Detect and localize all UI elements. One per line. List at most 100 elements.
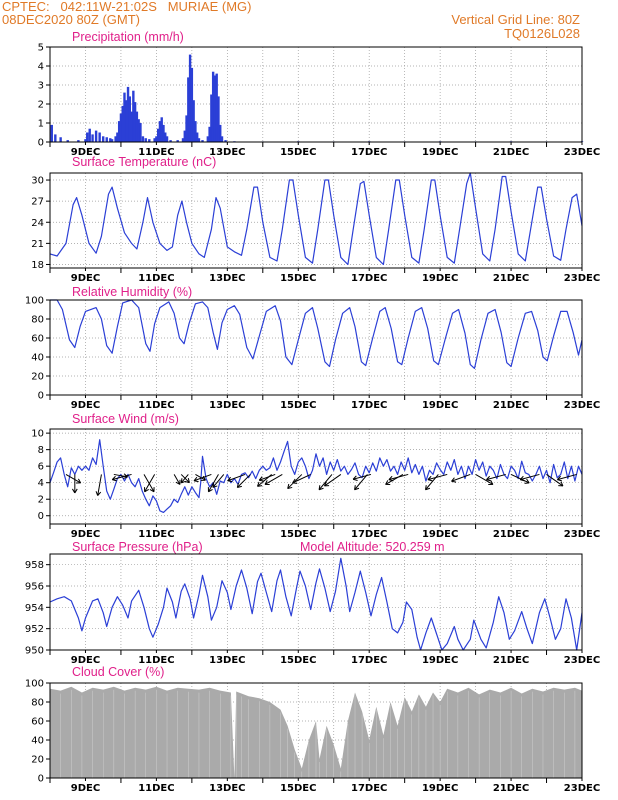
x-tick-label: 9DEC bbox=[71, 273, 100, 284]
x-tick-label: 9DEC bbox=[71, 400, 100, 411]
y-tick-label: 958 bbox=[25, 560, 44, 571]
panel-frame bbox=[49, 172, 583, 269]
wind-arrow-head bbox=[111, 475, 117, 482]
x-tick-label: 15DEC bbox=[280, 655, 316, 666]
wind-arrow-head bbox=[264, 480, 270, 486]
panel-4: 0 2 4 6 8 10 9DEC 11DEC 13DEC 15DEC 17DEC 19DEC 21DE… bbox=[31, 412, 600, 540]
wind-arrow bbox=[352, 473, 372, 480]
panel-title: Precipitation (mm/h) bbox=[72, 30, 184, 44]
precip-bar bbox=[148, 139, 151, 142]
x-tick-label: 21DEC bbox=[493, 783, 529, 794]
x-tick-label: 13DEC bbox=[209, 400, 245, 411]
y-tick-label: 24 bbox=[31, 218, 44, 229]
precip-bar bbox=[195, 132, 199, 142]
y-tick-label: 2 bbox=[38, 100, 44, 111]
y-tick-label: 4 bbox=[38, 62, 44, 73]
precip-bar bbox=[192, 100, 195, 142]
precip-bar bbox=[116, 132, 119, 142]
panel-1: 0 1 2 3 4 5 9DEC 11DEC 13DEC 15DEC 17DEC 19DEC 21DEC… bbox=[38, 30, 601, 158]
x-tick-label: 21DEC bbox=[493, 273, 529, 284]
x-tick-label: 15DEC bbox=[280, 400, 316, 411]
precip-bar bbox=[213, 75, 217, 142]
precip-bar bbox=[125, 100, 128, 142]
panel-2: 18 21 24 27 30 9DEC 11DEC 13DEC 15DEC 17DEC 19DEC 2… bbox=[31, 155, 600, 284]
panel-title: Surface Temperature (nC) bbox=[72, 155, 216, 169]
x-tick-label: 23DEC bbox=[564, 529, 600, 540]
y-tick-label: 100 bbox=[25, 296, 44, 307]
y-tick-label: 952 bbox=[25, 624, 44, 635]
wind-arrow-head bbox=[388, 475, 394, 482]
wind-arrow-head bbox=[558, 481, 564, 487]
wind-arrow bbox=[144, 474, 156, 493]
precip-bar bbox=[158, 121, 162, 142]
wind-arrow bbox=[180, 474, 189, 484]
precip-bar bbox=[153, 138, 156, 142]
precip-bar bbox=[144, 138, 147, 142]
panel-title: Surface Wind (m/s) bbox=[72, 412, 179, 426]
wind-arrow-head bbox=[236, 482, 242, 489]
precip-bar bbox=[54, 134, 57, 142]
x-tick-label: 19DEC bbox=[422, 400, 458, 411]
x-tick-label: 11DEC bbox=[138, 655, 174, 666]
wind-arrow bbox=[292, 473, 311, 484]
wind-arrow bbox=[354, 474, 368, 491]
precip-bar bbox=[185, 115, 188, 142]
wind-arrow-head bbox=[427, 475, 433, 482]
wind-arrow-head bbox=[451, 477, 457, 483]
wind-arrow-head bbox=[318, 485, 324, 491]
precip-bar bbox=[190, 67, 194, 142]
wind-arrow-head bbox=[123, 473, 128, 480]
precip-bar bbox=[206, 136, 210, 142]
panel-annotation: Model Altitude: 520.259 m bbox=[300, 540, 445, 554]
precip-bar bbox=[132, 90, 135, 142]
y-tick-label: 950 bbox=[25, 646, 44, 657]
precip-bar bbox=[211, 71, 215, 142]
x-tick-label: 23DEC bbox=[564, 147, 600, 158]
y-tick-label: 1 bbox=[38, 119, 44, 130]
y-tick-label: 5 bbox=[38, 43, 44, 54]
precip-bar bbox=[208, 126, 211, 142]
precip-bar bbox=[137, 119, 140, 142]
wind-arrow bbox=[557, 473, 577, 481]
y-tick-label: 100 bbox=[25, 679, 44, 690]
x-tick-label: 15DEC bbox=[280, 783, 316, 794]
x-tick-label: 21DEC bbox=[493, 147, 529, 158]
wind-arrow-head bbox=[71, 488, 78, 494]
precip-bar bbox=[114, 136, 117, 142]
wind-arrow-head bbox=[258, 476, 264, 482]
x-tick-label: 9DEC bbox=[71, 783, 100, 794]
wind-arrow bbox=[519, 473, 540, 481]
y-tick-label: 954 bbox=[25, 603, 44, 614]
y-tick-label: 8 bbox=[38, 445, 44, 456]
panel-frame bbox=[49, 428, 583, 525]
header-location: CPTEC: 042:11W-21:02S MURIAE (MG) bbox=[2, 0, 252, 14]
x-tick-label: 17DEC bbox=[351, 655, 387, 666]
x-tick-label: 15DEC bbox=[280, 147, 316, 158]
series-line bbox=[50, 299, 583, 369]
precip-bar bbox=[133, 102, 137, 142]
wind-arrow-head bbox=[524, 478, 530, 484]
wind-arrow bbox=[486, 473, 506, 481]
y-tick-label: 20 bbox=[31, 755, 44, 766]
x-tick-label: 19DEC bbox=[422, 529, 458, 540]
header-grid-note: Vertical Grid Line: 80Z bbox=[451, 12, 580, 27]
precip-bar bbox=[105, 137, 108, 142]
x-tick-label: 13DEC bbox=[209, 655, 245, 666]
wind-arrow bbox=[451, 473, 471, 482]
y-tick-label: 10 bbox=[31, 429, 44, 440]
x-tick-label: 9DEC bbox=[71, 529, 100, 540]
y-tick-label: 0 bbox=[38, 774, 44, 785]
y-tick-label: 4 bbox=[38, 478, 44, 489]
precip-bar bbox=[201, 140, 204, 142]
x-tick-label: 13DEC bbox=[209, 783, 245, 794]
wind-arrow-head bbox=[352, 475, 358, 481]
precip-bar bbox=[176, 140, 179, 142]
precip-bar bbox=[117, 121, 121, 142]
x-tick-label: 17DEC bbox=[351, 400, 387, 411]
precip-bar bbox=[197, 138, 201, 142]
wind-arrow-head bbox=[557, 475, 562, 482]
precip-bar bbox=[110, 139, 114, 142]
series-line bbox=[49, 557, 583, 651]
x-tick-label: 23DEC bbox=[564, 655, 600, 666]
precip-bar bbox=[181, 138, 185, 142]
